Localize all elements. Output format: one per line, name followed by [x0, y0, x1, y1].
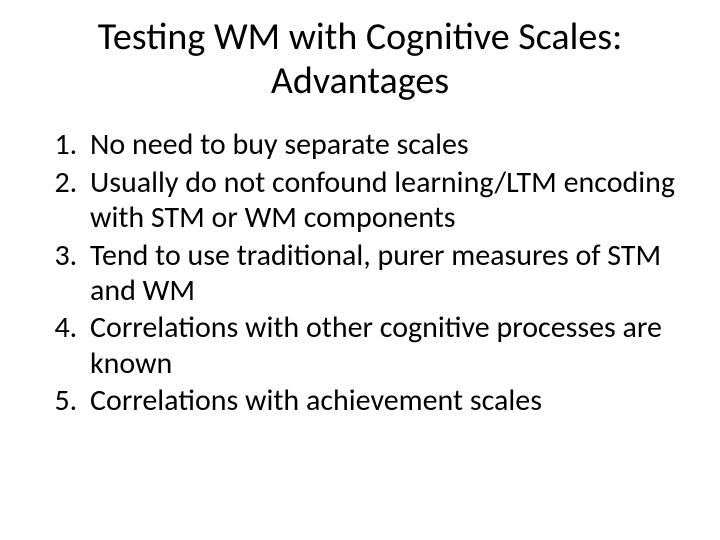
- list-item: Usually do not confound learning/LTM enc…: [84, 165, 692, 236]
- slide-title: Testing WM with Cognitive Scales: Advant…: [38, 16, 682, 103]
- slide: Testing WM with Cognitive Scales: Advant…: [0, 0, 720, 540]
- list-item: No need to buy separate scales: [84, 127, 692, 162]
- list-item: Correlations with other cognitive proces…: [84, 310, 692, 381]
- advantages-list: No need to buy separate scales Usually d…: [42, 127, 692, 418]
- list-item: Correlations with achievement scales: [84, 383, 692, 418]
- list-item: Tend to use traditional, purer measures …: [84, 238, 692, 309]
